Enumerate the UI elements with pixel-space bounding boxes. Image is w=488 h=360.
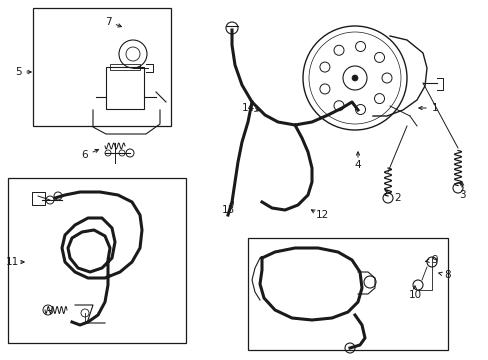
Bar	[106, 67, 143, 109]
Text: 13: 13	[221, 205, 234, 215]
Text: 11: 11	[5, 257, 19, 267]
Text: 14: 14	[241, 103, 254, 113]
Text: 5: 5	[15, 67, 21, 77]
Bar	[33, 8, 171, 126]
Text: 4: 4	[354, 160, 361, 170]
Text: 9: 9	[431, 255, 437, 265]
Text: 3: 3	[458, 190, 465, 200]
Bar	[8, 178, 185, 343]
Text: 12: 12	[315, 210, 328, 220]
Text: 8: 8	[444, 270, 450, 280]
Bar	[247, 238, 447, 350]
Text: 6: 6	[81, 150, 88, 160]
Bar	[110, 64, 140, 70]
Text: 2: 2	[394, 193, 401, 203]
Circle shape	[351, 75, 357, 81]
Text: 7: 7	[104, 17, 111, 27]
Text: 1: 1	[431, 103, 437, 113]
Text: 10: 10	[407, 290, 421, 300]
